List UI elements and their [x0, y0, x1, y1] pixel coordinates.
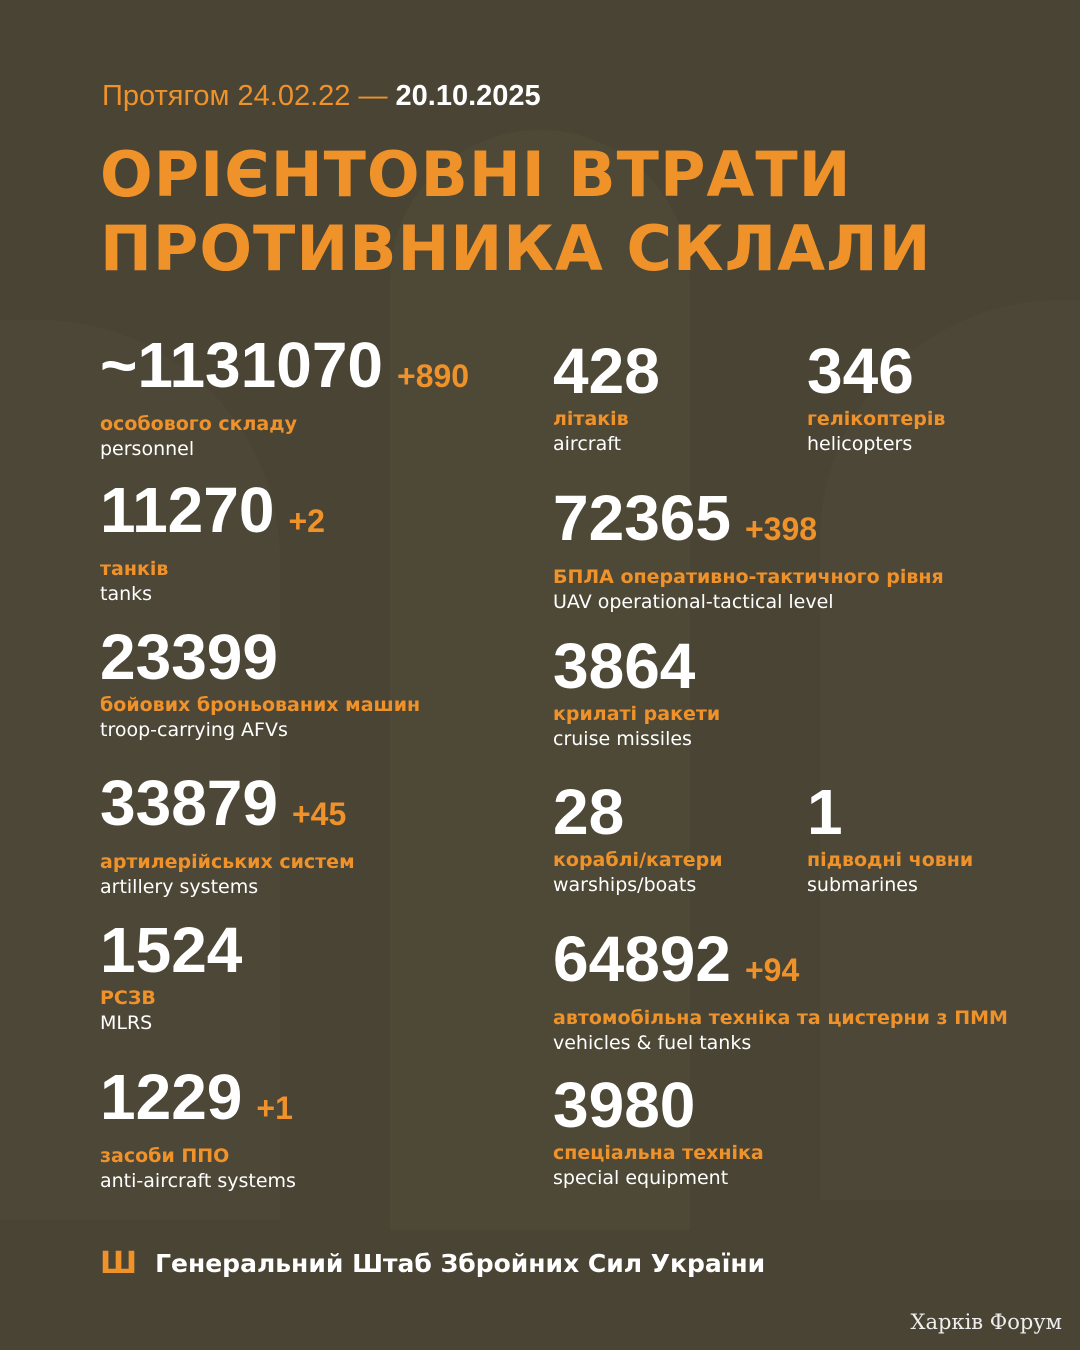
footer-text: Генеральний Штаб Збройних Сил України: [155, 1249, 766, 1278]
stat-artillery: 33879 +45 артилерійських систем artillery s…: [100, 771, 355, 900]
stat-value: 3980: [553, 1069, 696, 1141]
stat-label-en: tanks: [100, 583, 153, 605]
period-prefix: Протягом 24.02.22 —: [102, 80, 388, 112]
stat-delta: +2: [288, 503, 325, 539]
stat-label-en: vehicles & fuel tanks: [553, 1032, 752, 1054]
stat-value: ~1131070: [100, 329, 383, 401]
stat-label-ua: підводні човни: [807, 849, 974, 871]
stat-delta: +94: [744, 952, 800, 988]
stat-uav: 72365 +398 БПЛА оперативно-тактичного рівн…: [553, 486, 944, 615]
stat-label-en: artillery systems: [100, 876, 259, 898]
stat-label-en: warships/boats: [553, 874, 697, 896]
footer: Ш Генеральний Штаб Збройних Сил України: [100, 1246, 765, 1281]
stat-value: 28: [553, 776, 625, 848]
stat-value: 428: [553, 335, 660, 407]
background-shape: [390, 130, 690, 1230]
stat-special: 3980 спеціальна техніка special equipment: [553, 1073, 764, 1191]
stat-delta: +398: [744, 511, 818, 547]
stat-value: 33879: [100, 767, 278, 839]
stat-label-en: cruise missiles: [553, 728, 692, 750]
stat-label-ua: танків: [100, 558, 169, 580]
stat-value: 1229: [100, 1061, 243, 1133]
stat-label-en: troop-carrying AFVs: [100, 719, 288, 741]
page-title: ОРІЄНТОВНІ ВТРАТИ ПРОТИВНИКА СКЛАЛИ: [100, 138, 932, 286]
stat-helicopters: 346 гелікоптерів helicopters: [807, 339, 946, 457]
stat-cruise-missiles: 3864 крилаті ракети cruise missiles: [553, 634, 721, 752]
stat-label-en: special equipment: [553, 1167, 729, 1189]
stat-personnel: ~1131070 +890 особового складу personnel: [100, 333, 470, 462]
stat-label-ua: особового складу: [100, 413, 297, 435]
stat-label-en: personnel: [100, 438, 195, 460]
stat-label-ua: засоби ППО: [100, 1145, 230, 1167]
watermark: Харків Форум: [910, 1310, 1062, 1334]
stat-label-en: anti-aircraft systems: [100, 1170, 296, 1192]
stat-vehicles: 64892 +94 автомобільна техніка та цистерни…: [553, 927, 1008, 1056]
stat-label-ua: гелікоптерів: [807, 408, 946, 430]
stat-label-ua: кораблі/катери: [553, 849, 723, 871]
stat-label-ua: крилаті ракети: [553, 703, 721, 725]
stat-warships: 28 кораблі/катери warships/boats: [553, 780, 723, 898]
stat-label-ua: автомобільна техніка та цистерни з ПММ: [553, 1007, 1008, 1029]
stat-mlrs: 1524 РСЗВ MLRS: [100, 918, 242, 1036]
stat-value: 3864: [553, 630, 696, 702]
stat-submarines: 1 підводні човни submarines: [807, 780, 974, 898]
stat-label-en: MLRS: [100, 1012, 153, 1034]
stat-tanks: 11270 +2 танків tanks: [100, 478, 325, 607]
stat-label-ua: літаків: [553, 408, 629, 430]
stat-air-defense: 1229 +1 засоби ППО anti-aircraft systems: [100, 1065, 296, 1194]
stat-delta: +1: [256, 1090, 293, 1126]
stat-value: 11270: [100, 474, 275, 546]
stat-value: 1524: [100, 914, 243, 986]
period-end: 20.10.2025: [395, 80, 541, 112]
stat-label-ua: бойових броньованих машин: [100, 694, 421, 716]
stat-delta: +890: [397, 358, 470, 394]
stat-label-en: UAV operational-tactical level: [553, 591, 834, 613]
stat-label-ua: РСЗВ: [100, 987, 156, 1009]
stat-label-en: helicopters: [807, 433, 913, 455]
stat-delta: +45: [291, 796, 347, 832]
trident-icon: Ш: [100, 1246, 138, 1281]
stat-value: 346: [807, 335, 914, 407]
stat-value: 72365: [553, 482, 731, 554]
stat-label-ua: спеціальна техніка: [553, 1142, 764, 1164]
background-shape: [820, 300, 1080, 1200]
stat-value: 1: [807, 776, 843, 848]
stat-aircraft: 428 літаків aircraft: [553, 339, 660, 457]
stat-label-en: submarines: [807, 874, 918, 896]
title-line-2: ПРОТИВНИКА СКЛАЛИ: [100, 212, 932, 285]
title-line-1: ОРІЄНТОВНІ ВТРАТИ: [100, 138, 852, 211]
background-shape: [0, 320, 280, 1220]
stat-value: 64892: [553, 923, 731, 995]
stat-label-en: aircraft: [553, 433, 622, 455]
period: Протягом 24.02.22 — 20.10.2025: [102, 80, 541, 113]
stat-afv: 23399 бойових броньованих машин troop-carr…: [100, 625, 421, 743]
stat-value: 23399: [100, 621, 278, 693]
stat-label-ua: артилерійських систем: [100, 851, 355, 873]
stat-label-ua: БПЛА оперативно-тактичного рівня: [553, 566, 944, 588]
